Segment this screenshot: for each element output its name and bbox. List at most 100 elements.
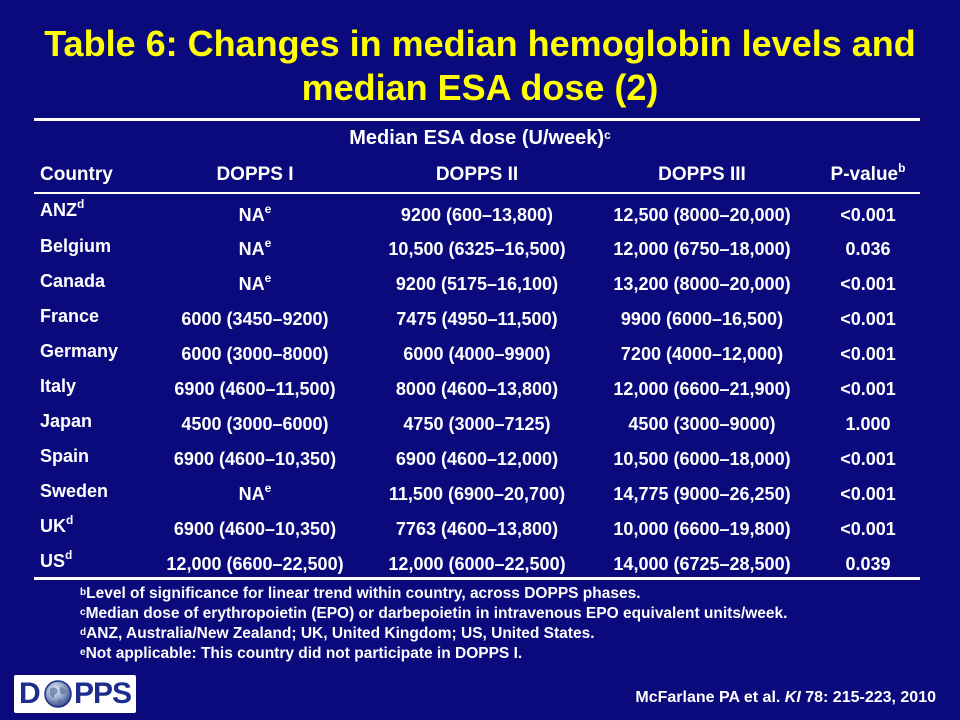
dopps2-value: 9200 (600–13,800)	[400, 204, 554, 225]
cell-dopps3: 14,775 (9000–26,250)	[588, 477, 816, 512]
dopps3-value: 4500 (3000–9000)	[628, 414, 776, 434]
table-row: Belgium NAe 10,500 (6325–16,500) 12,000 (67…	[34, 232, 920, 267]
citation-details: 78: 215-223, 2010	[800, 689, 936, 706]
table-row: Sweden NAe 11,500 (6900–20,700) 14,775 (900…	[34, 477, 920, 512]
footnote-mark: c	[80, 607, 86, 618]
country-name: ANZ	[40, 200, 77, 220]
cell-dopps1: 6000 (3450–9200)	[144, 302, 366, 337]
cell-pvalue: <0.001	[816, 267, 920, 302]
dopps2-value: 10,500 (6325–16,500)	[388, 239, 566, 259]
country-name: Italy	[40, 376, 77, 396]
pvalue-value: <0.001	[840, 309, 896, 329]
column-header-label: DOPPS I	[216, 164, 294, 185]
cell-country: Italy	[34, 372, 144, 407]
country-name: France	[40, 306, 100, 326]
footnote-d: dANZ, Australia/New Zealand; UK, United …	[80, 624, 950, 644]
cell-dopps2: 8000 (4600–13,800)	[366, 372, 588, 407]
footnote-text: ANZ, Australia/New Zealand; UK, United K…	[86, 625, 595, 642]
cell-country: Spain	[34, 442, 144, 477]
table-row: Spain 6900 (4600–10,350) 6900 (4600–12,000…	[34, 442, 920, 477]
footnote-mark: d	[80, 627, 87, 638]
country-name: Canada	[40, 271, 106, 291]
dopps3-value: 12,000 (6600–21,900)	[613, 379, 791, 399]
footnote-b: bLevel of significance for linear trend …	[80, 584, 950, 604]
dopps1-value: 6900 (4600–10,350)	[173, 519, 337, 539]
cell-dopps3: 7200 (4000–12,000)	[588, 337, 816, 372]
dopps1-value: NA	[238, 204, 265, 225]
table-row: Canada NAe 9200 (5175–16,100) 13,200 (8000–…	[34, 267, 920, 302]
dopps2-value: 4750 (3000–7125)	[403, 414, 551, 434]
cell-dopps2: 6000 (4000–9900)	[366, 337, 588, 372]
cell-dopps3: 13,200 (8000–20,000)	[588, 267, 816, 302]
citation-journal: KI	[784, 689, 801, 706]
footnote-text: Not applicable: This country did not par…	[85, 645, 523, 662]
country-name: Japan	[40, 411, 93, 431]
citation: McFarlane PA et al. KI 78: 215-223, 2010	[635, 688, 936, 708]
country-name: UK	[40, 516, 66, 536]
pvalue-value: <0.001	[840, 344, 896, 364]
dopps1-footnote-mark: e	[264, 481, 272, 495]
dopps1-value: NA	[238, 239, 265, 259]
pvalue-value: <0.001	[840, 204, 896, 225]
column-header-label: P-value	[830, 164, 899, 185]
slide-title: Table 6: Changes in median hemoglobin le…	[0, 22, 960, 110]
cell-country: Sweden	[34, 477, 144, 512]
cell-country: ANZd	[34, 190, 144, 232]
logo-text-right: PPS	[74, 677, 132, 710]
cell-pvalue: <0.001	[816, 442, 920, 477]
table-header-row: Country DOPPS I DOPPS II DOPPS III P-val…	[34, 160, 920, 190]
dopps1-footnote-mark: e	[264, 201, 272, 216]
table-group-header-footnote-mark: c	[604, 128, 611, 142]
dopps2-value: 9200 (5175–16,100)	[395, 274, 559, 294]
cell-dopps1: NAe	[144, 267, 366, 302]
footnote-text: Median dose of erythropoietin (EPO) or d…	[85, 605, 788, 622]
dopps3-value: 12,500 (8000–20,000)	[613, 204, 791, 225]
country-footnote-mark: d	[65, 548, 73, 562]
cell-dopps1: 6900 (4600–11,500)	[144, 372, 366, 407]
citation-authors: McFarlane PA et al.	[635, 689, 785, 706]
dopps3-value: 13,200 (8000–20,000)	[613, 274, 791, 294]
pvalue-value: 0.036	[845, 239, 891, 259]
footnote-text: Level of significance for linear trend w…	[86, 585, 641, 602]
cell-country: Canada	[34, 267, 144, 302]
cell-pvalue: 0.039	[816, 547, 920, 582]
dopps2-value: 8000 (4600–13,800)	[395, 379, 559, 399]
column-header-label: Country	[40, 164, 113, 185]
cell-dopps1: NAe	[144, 190, 366, 232]
table-top-rule	[34, 118, 920, 121]
cell-dopps1: 12,000 (6600–22,500)	[144, 547, 366, 582]
pvalue-value: 0.039	[845, 554, 891, 574]
cell-dopps3: 10,000 (6600–19,800)	[588, 512, 816, 547]
column-header-footnote-mark: b	[898, 161, 906, 175]
dopps1-value: 6900 (4600–11,500)	[174, 379, 336, 399]
column-header-country: Country	[34, 160, 144, 190]
cell-country: Belgium	[34, 232, 144, 267]
table-row: UKd 6900 (4600–10,350) 7763 (4600–13,800) 1…	[34, 512, 920, 547]
cell-country: UKd	[34, 512, 144, 547]
table-row: Japan 4500 (3000–6000) 4750 (3000–7125) 450…	[34, 407, 920, 442]
dopps1-footnote-mark: e	[264, 271, 272, 285]
dopps1-value: NA	[238, 484, 265, 504]
table-row: Italy 6900 (4600–11,500) 8000 (4600–13,800…	[34, 372, 920, 407]
column-header-label: DOPPS III	[658, 164, 746, 185]
table-group-header: Median ESA dose (U/week)c	[0, 125, 960, 151]
cell-pvalue: 1.000	[816, 407, 920, 442]
dopps2-value: 11,500 (6900–20,700)	[388, 484, 566, 504]
dopps2-value: 6900 (4600–12,000)	[395, 449, 559, 469]
cell-pvalue: <0.001	[816, 372, 920, 407]
cell-pvalue: <0.001	[816, 337, 920, 372]
table-header-rule	[34, 192, 920, 194]
logo-text-left: D	[19, 677, 41, 710]
cell-dopps2: 9200 (5175–16,100)	[366, 267, 588, 302]
dopps-logo: D PPS	[14, 675, 136, 713]
footnote-e: eNot applicable: This country did not pa…	[80, 644, 950, 664]
footnotes: bLevel of significance for linear trend …	[80, 584, 950, 664]
dopps1-footnote-mark: e	[264, 236, 272, 250]
cell-dopps2: 4750 (3000–7125)	[366, 407, 588, 442]
cell-dopps1: NAe	[144, 232, 366, 267]
column-header-dopps3: DOPPS III	[588, 160, 816, 190]
dopps1-value: 4500 (3000–6000)	[181, 414, 329, 434]
pvalue-value: <0.001	[840, 379, 896, 399]
country-name: Belgium	[40, 236, 112, 256]
